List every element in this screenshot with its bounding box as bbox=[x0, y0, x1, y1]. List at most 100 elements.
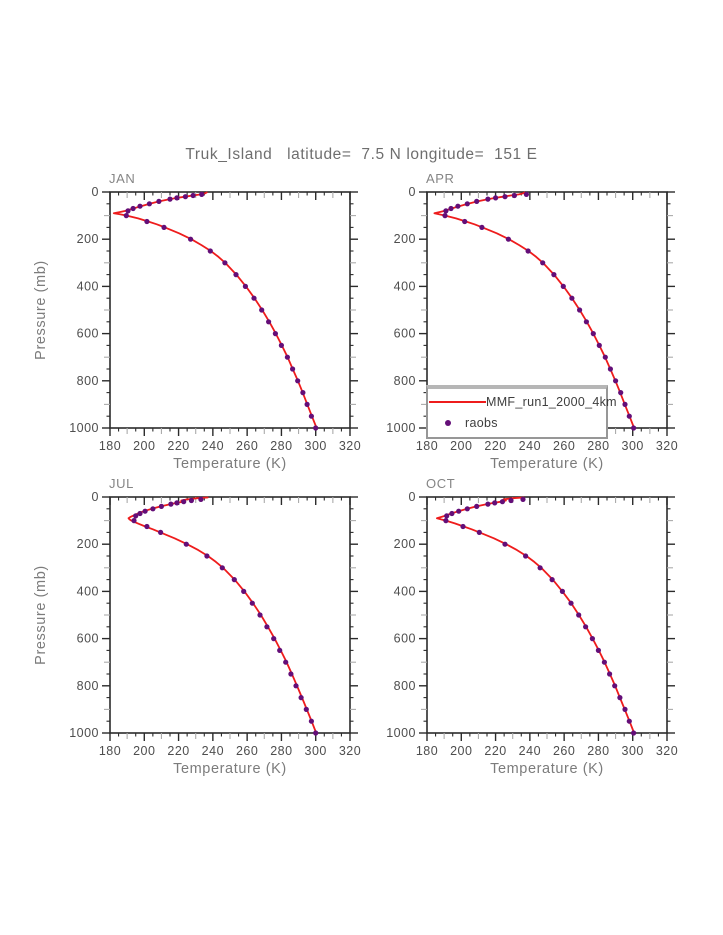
raobs-point bbox=[313, 425, 319, 431]
raobs-point bbox=[264, 624, 270, 630]
raobs-point bbox=[207, 248, 213, 254]
raobs-point bbox=[520, 496, 526, 502]
raobs-point bbox=[601, 659, 607, 665]
raobs-point bbox=[612, 683, 618, 689]
y-tick-label: 400 bbox=[394, 584, 416, 598]
x-tick-label: 300 bbox=[622, 439, 644, 453]
y-tick-label: 600 bbox=[394, 632, 416, 646]
y-tick-label: 400 bbox=[394, 279, 416, 293]
raobs-point bbox=[525, 248, 531, 254]
profile-plot-jan: 180 200 220 240 260 280 300 320 0 200 400 600 800 100… bbox=[69, 185, 361, 453]
x-tick-label: 200 bbox=[133, 744, 155, 758]
y-tick-label: 1000 bbox=[386, 726, 416, 740]
raobs-point bbox=[304, 401, 310, 407]
raobs-point bbox=[589, 636, 595, 642]
raobs-point bbox=[167, 196, 173, 202]
raobs-point bbox=[523, 191, 529, 197]
raobs-point bbox=[183, 541, 189, 547]
x-tick-label: 300 bbox=[305, 744, 327, 758]
raobs-point bbox=[485, 196, 491, 202]
raobs-point bbox=[242, 283, 248, 289]
raobs-point bbox=[449, 510, 455, 517]
panel-label-oct: OCT bbox=[426, 476, 456, 491]
raobs-point bbox=[283, 659, 289, 665]
raobs-point bbox=[295, 378, 301, 384]
x-tick-label: 320 bbox=[339, 439, 361, 453]
x-tick-label: 300 bbox=[622, 744, 644, 758]
y-tick-label: 400 bbox=[77, 584, 99, 598]
raobs-point bbox=[537, 565, 543, 571]
raobs-point bbox=[168, 501, 174, 507]
y-tick-label: 0 bbox=[409, 185, 416, 199]
plot-frame bbox=[109, 191, 351, 429]
raobs-point bbox=[288, 671, 294, 677]
panel-apr: APR 180 200 220 240 260 280 300 320 0 200 400 600 80… bbox=[363, 168, 681, 490]
raobs-point bbox=[613, 378, 619, 384]
raobs-point bbox=[511, 192, 517, 199]
model-line bbox=[436, 496, 636, 734]
raobs-point bbox=[549, 577, 555, 583]
raobs-point bbox=[460, 523, 466, 530]
model-line bbox=[127, 496, 318, 734]
x-axis-title-jul: Temperature (K) bbox=[173, 761, 287, 777]
raobs-point bbox=[443, 518, 449, 524]
y-tick-label: 1000 bbox=[386, 421, 416, 435]
x-tick-label: 220 bbox=[167, 439, 189, 453]
raobs-point bbox=[502, 541, 508, 547]
raobs-point bbox=[617, 695, 623, 701]
raobs-point bbox=[146, 201, 152, 207]
x-tick-label: 200 bbox=[450, 744, 472, 758]
y-tick-label: 200 bbox=[77, 232, 99, 246]
raobs-point bbox=[290, 366, 296, 372]
panel-label-jan: JAN bbox=[109, 171, 136, 186]
raobs-point bbox=[161, 224, 167, 230]
y-tick-label: 200 bbox=[394, 232, 416, 246]
raobs-point bbox=[251, 295, 257, 301]
raobs-point bbox=[198, 496, 204, 502]
x-tick-label: 240 bbox=[519, 439, 541, 453]
raobs-point bbox=[204, 553, 210, 559]
x-tick-label: 200 bbox=[133, 439, 155, 453]
plot-frame bbox=[426, 496, 668, 734]
y-tick-label: 800 bbox=[77, 374, 99, 388]
y-tick-label: 800 bbox=[77, 679, 99, 693]
raobs-point bbox=[308, 718, 314, 724]
x-tick-label: 280 bbox=[270, 439, 292, 453]
raobs-point bbox=[492, 500, 498, 506]
y-tick-label: 0 bbox=[92, 185, 99, 199]
raobs-point bbox=[142, 508, 148, 514]
plot-frame bbox=[109, 496, 351, 734]
raobs-point bbox=[278, 342, 284, 348]
raobs-point bbox=[125, 208, 131, 214]
raobs-point bbox=[219, 565, 225, 571]
raobs-point bbox=[474, 503, 480, 509]
raobs-point bbox=[631, 730, 637, 736]
x-tick-label: 280 bbox=[270, 744, 292, 758]
y-axis-title-bottom-row: Pressure (mb) bbox=[33, 565, 49, 665]
y-axis-title-top-row: Pressure (mb) bbox=[33, 260, 49, 360]
raobs-point bbox=[568, 600, 574, 606]
panel-label-apr: APR bbox=[426, 171, 455, 186]
raobs-point bbox=[300, 390, 306, 396]
x-tick-label: 180 bbox=[416, 744, 438, 758]
panel-jul: JUL 180 200 220 240 260 280 300 320 0 200 400 600 80… bbox=[33, 473, 364, 795]
y-tick-label: 200 bbox=[394, 537, 416, 551]
raobs-point bbox=[485, 501, 491, 507]
raobs-point bbox=[158, 529, 164, 535]
raobs-point bbox=[231, 577, 237, 583]
x-tick-label: 320 bbox=[656, 439, 678, 453]
x-tick-label: 220 bbox=[484, 744, 506, 758]
y-tick-label: 200 bbox=[77, 537, 99, 551]
raobs-point bbox=[137, 510, 143, 517]
x-tick-label: 240 bbox=[202, 744, 224, 758]
y-tick-label: 1000 bbox=[69, 726, 99, 740]
raobs-point bbox=[607, 366, 613, 372]
raobs-point bbox=[631, 425, 637, 431]
raobs-point bbox=[272, 331, 278, 337]
page-title: Truk_Island latitude= 7.5 N longitude= 1… bbox=[185, 146, 538, 163]
raobs-point bbox=[540, 260, 546, 266]
raobs-point bbox=[174, 500, 180, 506]
raobs-point bbox=[133, 513, 139, 519]
y-tick-label: 0 bbox=[409, 490, 416, 504]
